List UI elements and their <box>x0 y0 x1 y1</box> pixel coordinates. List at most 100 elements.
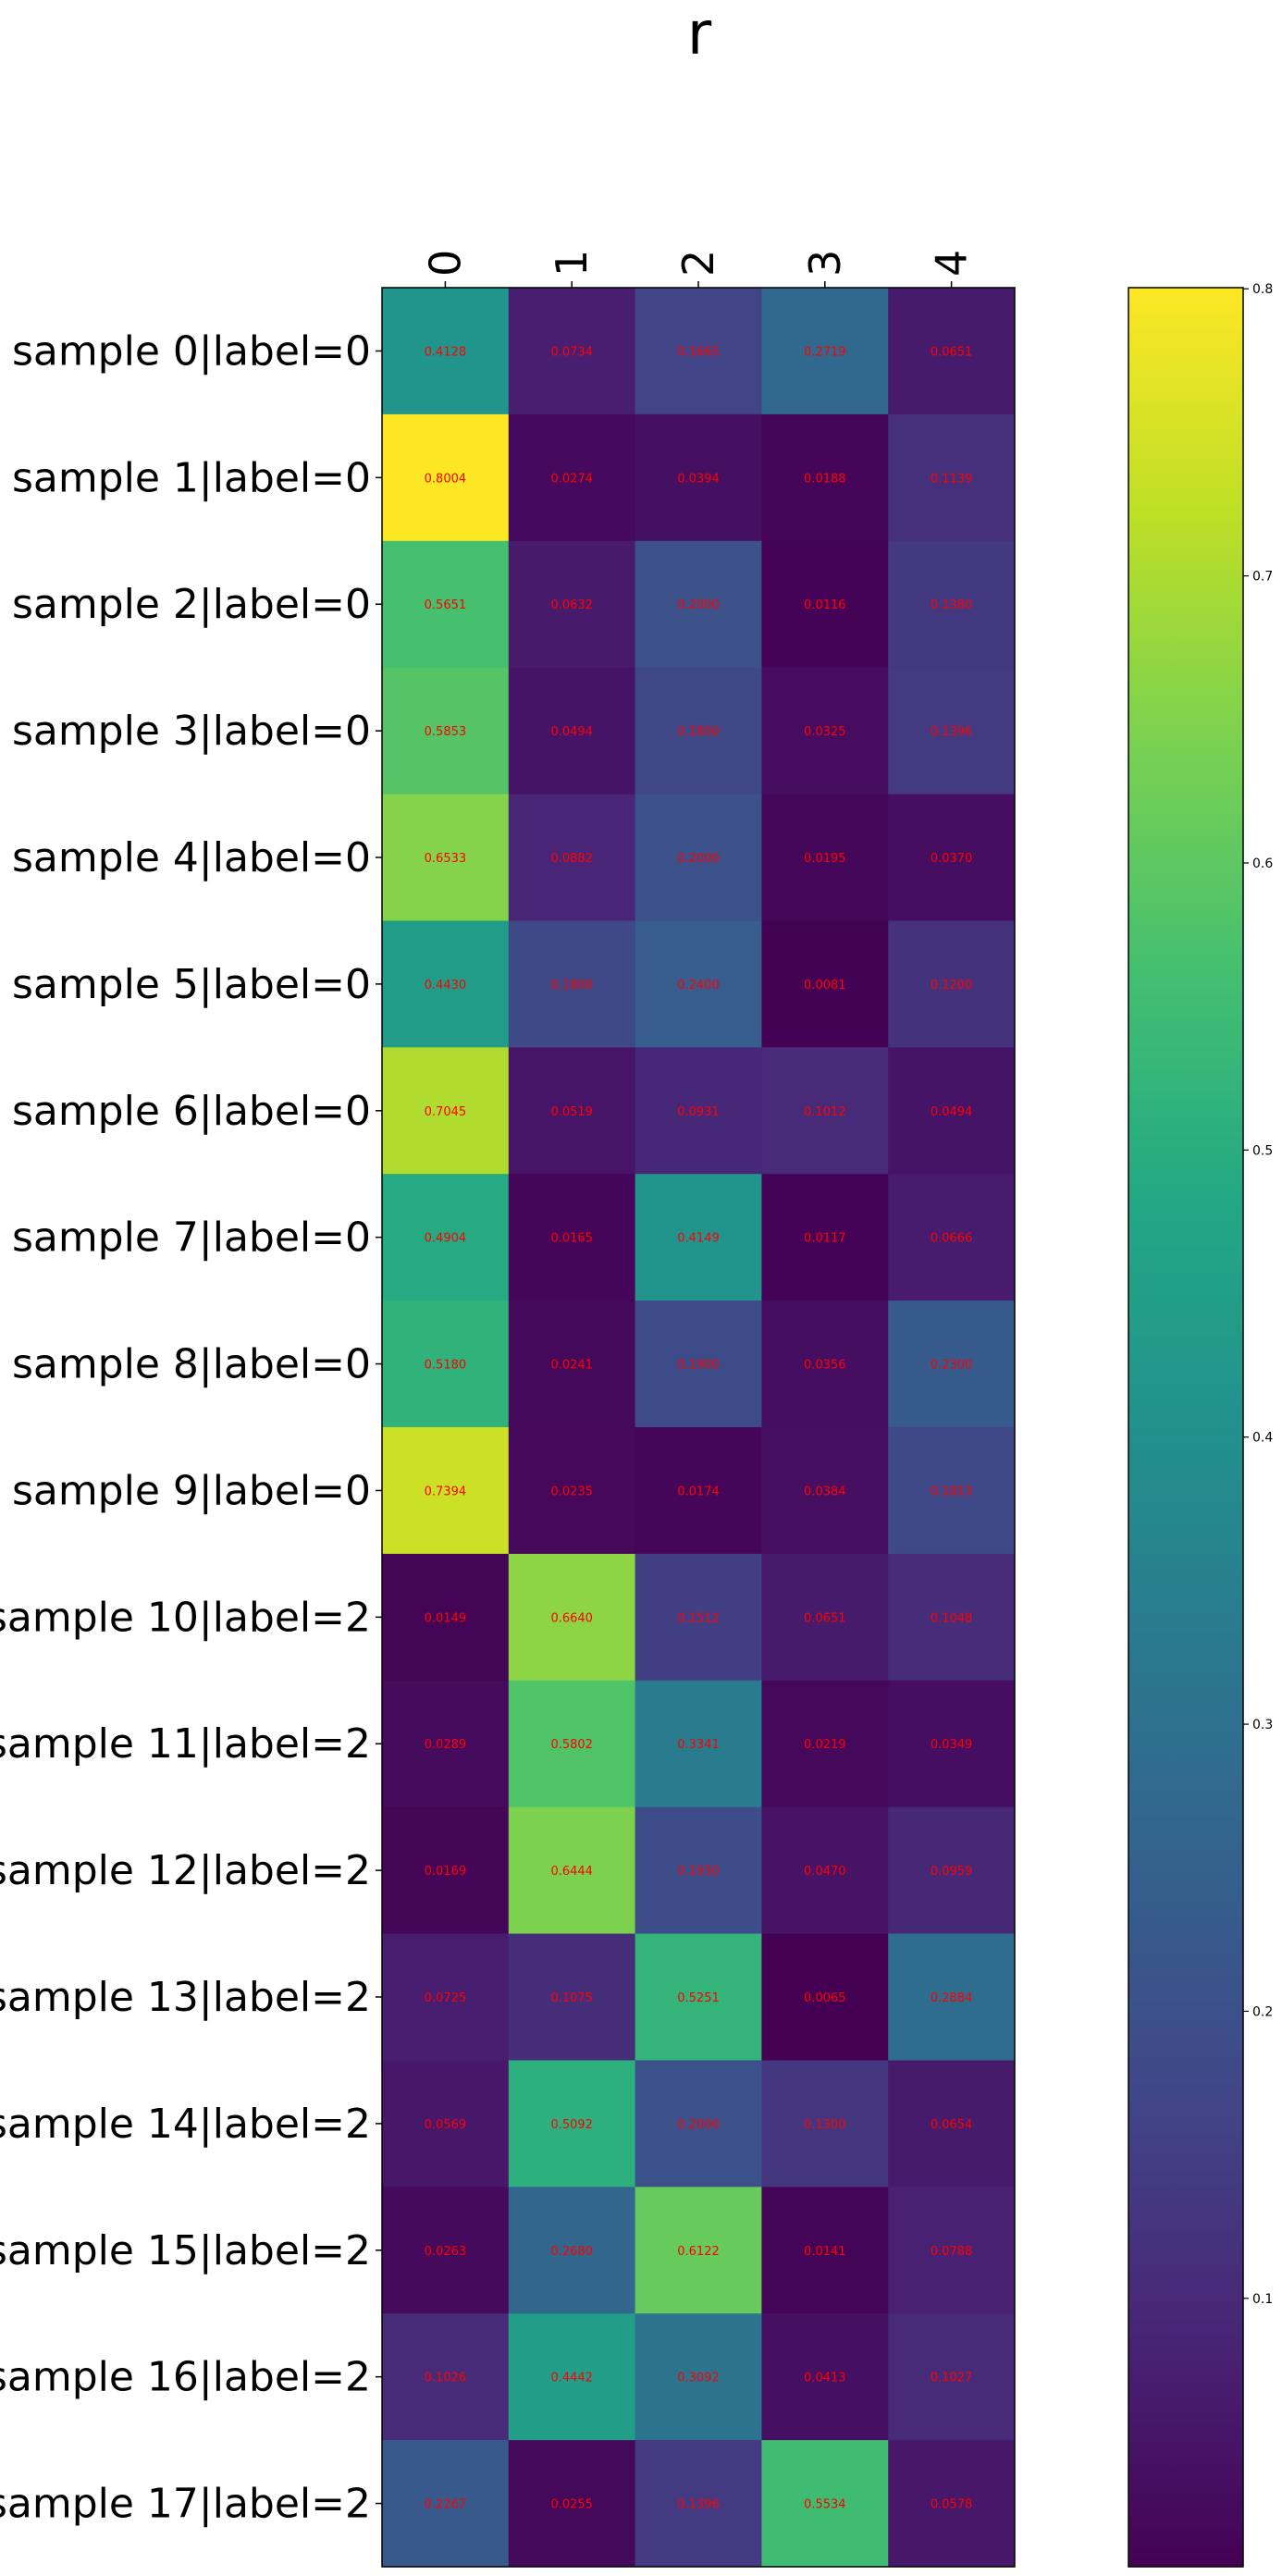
colorbar-tick-label: 0.3 <box>1252 1718 1273 1732</box>
cell-value-label: 0.1027 <box>931 2372 973 2385</box>
x-tick-label: 2 <box>673 250 723 277</box>
heatmap-cell <box>508 1427 636 1555</box>
heatmap-cell <box>508 920 636 1048</box>
y-tick-label: sample 7|label=0 <box>12 1214 371 1262</box>
cell-value-label: 0.4430 <box>425 979 467 992</box>
y-tick-label: sample 8|label=0 <box>12 1341 371 1388</box>
cell-value-label: 0.2400 <box>677 979 720 992</box>
colorbar-tick-label: 0.2 <box>1252 2004 1273 2019</box>
heatmap-cell <box>508 540 636 669</box>
y-tick-label: sample 9|label=0 <box>12 1467 371 1514</box>
heatmap-cell <box>888 920 1016 1048</box>
cell-value-label: 0.3341 <box>677 1738 720 1752</box>
cell-value-label: 0.6533 <box>425 852 467 866</box>
cell-value-label: 0.1300 <box>804 2118 846 2132</box>
heatmap-cell <box>761 794 889 921</box>
heatmap-cell <box>635 1806 762 1935</box>
cell-value-label: 0.6122 <box>677 2245 720 2259</box>
colorbar-tick-label: 0.6 <box>1252 857 1273 871</box>
cell-value-label: 0.1048 <box>931 1611 973 1625</box>
cell-value-label: 0.0219 <box>804 1738 846 1752</box>
colorbar-tick-label: 0.5 <box>1252 1143 1273 1158</box>
heatmap-cell <box>508 1933 636 2061</box>
heatmap-cell <box>635 1553 762 1682</box>
cell-value-label: 0.0654 <box>931 2118 973 2132</box>
heatmap-cell <box>508 794 636 921</box>
heatmap-cell <box>761 413 889 542</box>
cell-value-label: 0.0519 <box>550 1105 593 1119</box>
heatmap-cell <box>888 1553 1016 1682</box>
heatmap-cell <box>761 1680 889 1808</box>
cell-value-label: 0.0349 <box>931 1738 973 1752</box>
heatmap-cell <box>761 2440 889 2568</box>
y-tick-label: sample 6|label=0 <box>12 1088 371 1135</box>
cell-value-label: 0.2884 <box>931 1991 973 2005</box>
heatmap-cell <box>888 2187 1016 2314</box>
heatmap-cell <box>635 920 762 1048</box>
heatmap-cell <box>888 2440 1016 2568</box>
cell-value-label: 0.0666 <box>931 1232 973 1246</box>
heatmap-cell <box>635 667 762 795</box>
cell-value-label: 0.0384 <box>804 1485 846 1498</box>
heatmap-cell <box>761 667 889 795</box>
y-tick-label: sample 4|label=0 <box>12 834 371 881</box>
heatmap-cell <box>761 1553 889 1682</box>
cell-value-label: 0.0149 <box>425 1611 467 1625</box>
cell-value-label: 0.4149 <box>677 1232 720 1246</box>
x-tick-label: 3 <box>800 250 850 277</box>
heatmap-cell <box>761 1427 889 1555</box>
cell-value-label: 0.5251 <box>677 1991 720 2005</box>
heatmap-cell <box>508 2187 636 2314</box>
heatmap-cell <box>761 288 889 415</box>
heatmap-cell <box>635 413 762 542</box>
cell-value-label: 0.1200 <box>931 979 973 992</box>
heatmap-cell <box>508 1553 636 1682</box>
colorbar-tick-label: 0.7 <box>1252 570 1273 585</box>
cell-value-label: 0.4442 <box>550 2372 593 2385</box>
y-tick-label: sample 16|label=2 <box>0 2354 371 2401</box>
heatmap-cell <box>508 2313 636 2441</box>
cell-value-label: 0.0413 <box>804 2372 846 2385</box>
cell-value-label: 0.1512 <box>677 1611 720 1625</box>
heatmap-cell <box>888 1427 1016 1555</box>
heatmap-cell <box>761 1047 889 1175</box>
cell-value-label: 0.0065 <box>804 1991 846 2005</box>
cell-value-label: 0.1139 <box>931 472 973 486</box>
heatmap-cell <box>635 1047 762 1175</box>
heatmap-cell <box>888 540 1016 669</box>
heatmap-cell <box>635 1174 762 1301</box>
heatmap-cell <box>888 794 1016 921</box>
cell-value-label: 0.0195 <box>804 852 846 866</box>
heatmap-cell <box>635 288 762 415</box>
cell-value-label: 0.0494 <box>931 1105 973 1119</box>
heatmap-cell <box>888 1680 1016 1808</box>
heatmap-cell <box>382 794 510 921</box>
heatmap-cell <box>382 1933 510 2061</box>
cell-value-label: 0.0470 <box>804 1865 846 1879</box>
cell-value-label: 0.6640 <box>550 1611 593 1625</box>
heatmap-cell <box>635 2313 762 2441</box>
cell-value-label: 0.0494 <box>550 725 593 739</box>
heatmap-cell <box>761 2313 889 2441</box>
cell-value-label: 0.2719 <box>804 345 846 359</box>
cell-value-label: 0.4128 <box>425 345 467 359</box>
cell-value-label: 0.1012 <box>804 1105 846 1119</box>
cell-value-label: 0.0081 <box>804 979 846 992</box>
heatmap-cell <box>508 2060 636 2188</box>
heatmap-cell <box>888 2060 1016 2188</box>
colorbar-ticks: 0.1 0.2 0.3 0.4 0.5 0.6 0.7 0.8 <box>1243 282 1273 2307</box>
heatmap-cell <box>508 1680 636 1808</box>
cell-value-label: 0.2680 <box>550 2245 593 2259</box>
cell-value-label: 0.1930 <box>677 1865 720 1879</box>
y-tick-label: sample 1|label=0 <box>12 454 371 501</box>
cell-value-label: 0.1900 <box>677 1359 720 1373</box>
y-tick-label: sample 12|label=2 <box>0 1847 371 1894</box>
y-tick-label: sample 2|label=0 <box>12 581 371 628</box>
cell-value-label: 0.4904 <box>425 1232 467 1246</box>
cell-value-label: 0.1800 <box>677 725 720 739</box>
cell-value-label: 0.0370 <box>931 852 973 866</box>
heatmap-cell <box>761 1300 889 1428</box>
heatmap-cell <box>382 1427 510 1555</box>
heatmap-cell <box>635 2060 762 2188</box>
cell-value-label: 0.5092 <box>550 2118 593 2132</box>
